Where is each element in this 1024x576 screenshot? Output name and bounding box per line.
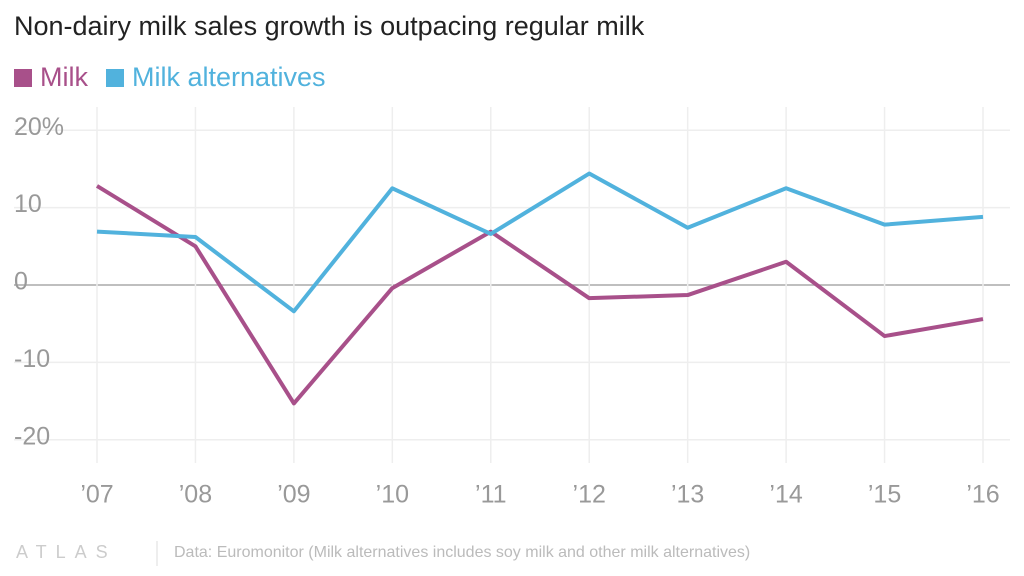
legend-label: Milk — [40, 62, 88, 92]
y-tick-label: 10 — [14, 190, 42, 218]
x-tick-label: ’12 — [573, 481, 606, 509]
x-tick-label: ’09 — [277, 481, 310, 509]
series-line — [96, 171, 984, 314]
series-line — [95, 184, 984, 406]
x-tick-label: ’08 — [179, 481, 212, 509]
source-note: Data: Euromonitor (Milk alternatives inc… — [174, 544, 750, 561]
x-tick-label: ’07 — [80, 481, 113, 509]
x-tick-label: ’11 — [475, 481, 507, 509]
y-tick-label: 20% — [14, 113, 64, 141]
x-tick-label: ’13 — [671, 481, 704, 509]
y-tick-label: 0 — [14, 268, 28, 296]
legend-label: Milk alternatives — [132, 62, 326, 92]
legend-swatch — [14, 69, 32, 87]
x-tick-label: ’16 — [966, 481, 999, 509]
chart-title: Non-dairy milk sales growth is outpacing… — [14, 11, 645, 41]
y-tick-label: -10 — [14, 345, 50, 373]
x-tick-label: ’14 — [769, 481, 802, 509]
x-tick-label: ’10 — [376, 481, 409, 509]
x-tick-label: ’15 — [868, 481, 901, 509]
y-tick-label: -20 — [14, 422, 50, 450]
logo: ATLAS — [16, 542, 117, 562]
legend-swatch — [106, 69, 124, 87]
